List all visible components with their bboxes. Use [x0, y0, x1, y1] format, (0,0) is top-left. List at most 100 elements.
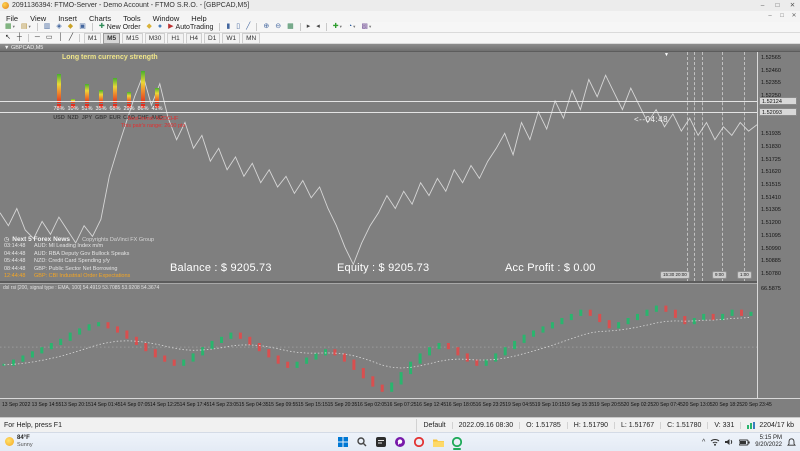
indicator-chart — [0, 305, 757, 392]
notification-bell-icon[interactable] — [787, 437, 796, 447]
price-scale-label: 1.51515 — [761, 182, 781, 188]
timeframe-w1-button[interactable]: W1 — [222, 32, 241, 44]
crosshair-tool[interactable]: ┼ — [15, 33, 24, 43]
new-chart-button[interactable]: ▦ ▾ — [3, 22, 17, 32]
cursor-tool-icon: ↖ — [5, 34, 11, 41]
indicator-subwindow[interactable]: dsl rsi [200, signal type : EMA, 100] 54… — [0, 284, 757, 430]
price-scale[interactable]: 1.52565 1.52460 1.52355 1.52250 1.51935 1.518… — [757, 52, 800, 412]
menu-item-file[interactable]: File — [6, 13, 19, 23]
status-profile[interactable]: Default — [416, 418, 451, 433]
data-window-button[interactable]: ◈ — [54, 22, 63, 32]
wifi-icon[interactable] — [710, 438, 720, 446]
autotrading-button[interactable]: ▶ AutoTrading — [166, 22, 215, 32]
strength-bar-base — [57, 104, 61, 108]
time-scale-label: 14 Sep 07:05 — [120, 402, 151, 408]
minimize-button[interactable]: – — [760, 2, 765, 9]
toolbox-button-icon: ▣ — [79, 23, 86, 30]
mdi-close-button[interactable]: ✕ — [791, 13, 797, 19]
timeframe-mn-button[interactable]: MN — [242, 32, 261, 44]
rect-tool[interactable]: ▭ — [44, 33, 55, 43]
zoom-out-button[interactable]: ⊖ — [273, 22, 283, 32]
zoom-in-button[interactable]: ⊕ — [261, 22, 271, 32]
close-button[interactable]: ✕ — [789, 2, 796, 9]
main-price-pane[interactable]: Long term currency strength 78% USD 10% NZD… — [0, 52, 757, 281]
indicator-header: dsl rsi [200, signal type : EMA, 100] 54… — [3, 285, 160, 291]
taskbar-active-app-icon[interactable] — [451, 436, 463, 450]
community-button[interactable]: ● — [156, 22, 164, 32]
chart-area[interactable]: Long term currency strength 78% USD 10% NZD… — [0, 52, 800, 413]
market-watch-button-icon: ▥ — [43, 23, 51, 30]
tile-windows-button[interactable]: ▦ — [285, 22, 296, 32]
weather-widget[interactable]: 84°F Sunny — [5, 435, 33, 448]
menu-item-tools[interactable]: Tools — [123, 13, 141, 23]
time-scale[interactable]: 13 Sep 2022 13 Sep 14:55 13 Sep 20:15 14 Se… — [0, 398, 800, 413]
mdi-minimize-button[interactable]: – — [768, 13, 772, 19]
news-item: 08:44:48 GBP: Public Sector Net Borrowing — [4, 266, 254, 274]
timeframe-d1-button[interactable]: D1 — [204, 32, 221, 44]
taskbar-app-dark-icon[interactable] — [375, 436, 387, 448]
line-chart-button[interactable]: ╱ — [244, 22, 252, 32]
market-watch-button[interactable]: ▥ — [42, 22, 53, 32]
metaeditor-button[interactable]: ◆ — [145, 22, 154, 32]
mdi-restore-button[interactable]: □ — [780, 13, 784, 19]
time-scale-label: 13 Sep 14:55 — [31, 402, 62, 408]
taskbar-file-explorer-icon[interactable] — [432, 436, 444, 448]
acc-profit-label: Acc Profit : $ 0.00 — [505, 262, 596, 274]
battery-icon[interactable] — [739, 439, 750, 446]
indicators-button[interactable]: ✚ ▾ — [331, 22, 344, 32]
menu-item-help[interactable]: Help — [191, 13, 207, 23]
maximize-button[interactable]: □ — [775, 2, 780, 9]
vline-tool[interactable]: │ — [56, 33, 64, 43]
windows-taskbar: 84°F Sunny — [0, 432, 800, 451]
timeframe-h1-button[interactable]: H1 — [167, 32, 184, 44]
taskbar-opera-icon[interactable] — [413, 436, 425, 448]
hline-tool[interactable]: ─ — [33, 33, 42, 43]
timeframe-h4-button[interactable]: H4 — [185, 32, 203, 44]
indicator-scale-top: 66.5875 — [761, 286, 781, 292]
speaker-icon[interactable] — [725, 438, 734, 446]
menu-item-view[interactable]: View — [30, 13, 47, 23]
status-traffic: 2204/17 kb — [740, 422, 800, 429]
strength-bar-usd — [57, 74, 61, 103]
bar-chart-button[interactable]: ▮ — [224, 22, 232, 32]
timeframe-m5-button[interactable]: M5 — [103, 32, 121, 44]
menu-item-charts[interactable]: Charts — [88, 13, 112, 23]
periods-button[interactable]: ◔ ▾ — [346, 22, 358, 32]
chart-tab-gbpcad-m5[interactable]: ▼ GBPCAD,M5 — [0, 44, 800, 52]
toolbox-button[interactable]: ▣ — [77, 22, 88, 32]
session-time-pill: 9:00 — [712, 271, 727, 279]
chart-shift-button[interactable]: ◂ — [314, 22, 322, 32]
auto-scroll-button[interactable]: ▸ — [305, 22, 313, 32]
currency-strength-title: Long term currency strength — [62, 54, 158, 61]
templates-button[interactable]: ▩ ▾ — [359, 22, 373, 32]
start-button[interactable] — [337, 436, 349, 448]
hline-tool-icon: ─ — [34, 34, 40, 41]
best-trend-annotation: Best trend: NZDCHF This pair's range: 26… — [88, 116, 218, 130]
strength-bar-eur — [113, 77, 117, 103]
menu-item-insert[interactable]: Insert — [58, 13, 77, 23]
best-trend-line2: This pair's range: 2600 pts — [120, 123, 186, 129]
trendline-tool[interactable]: ╱ — [67, 33, 75, 43]
strength-bar-cad — [127, 92, 131, 103]
bid-price-box: 1.52124 — [759, 97, 797, 105]
taskbar-chat-app-icon[interactable] — [394, 436, 406, 448]
candle-chart-button[interactable]: ▯ — [234, 22, 242, 32]
strength-bar-base — [99, 104, 103, 108]
subwindow-divider[interactable] — [0, 281, 757, 284]
navigator-button[interactable]: ◆ — [66, 22, 75, 32]
taskbar-search-button[interactable] — [356, 436, 368, 448]
taskbar-clock[interactable]: 5:15 PM 9/20/2022 — [755, 435, 782, 449]
timeframe-m1-button[interactable]: M1 — [84, 32, 102, 44]
indicators-button-icon: ✚ — [332, 23, 339, 30]
tray-overflow-icon[interactable]: ^ — [702, 438, 706, 446]
window-title: 2091136394: FTMO-Server - Demo Account -… — [12, 2, 250, 9]
toolbar-separator — [325, 23, 327, 31]
timeframe-m30-button[interactable]: M30 — [144, 32, 166, 44]
profiles-button[interactable]: ▤ ▾ — [19, 22, 33, 32]
timeframe-m15-button[interactable]: M15 — [122, 32, 143, 44]
menu-item-window[interactable]: Window — [152, 13, 180, 23]
cursor-tool[interactable]: ↖ — [3, 33, 13, 43]
new-order-button[interactable]: ✚ New Order — [97, 22, 143, 32]
strength-percent-label: 35% — [95, 106, 107, 112]
ask-price-line — [0, 112, 757, 113]
